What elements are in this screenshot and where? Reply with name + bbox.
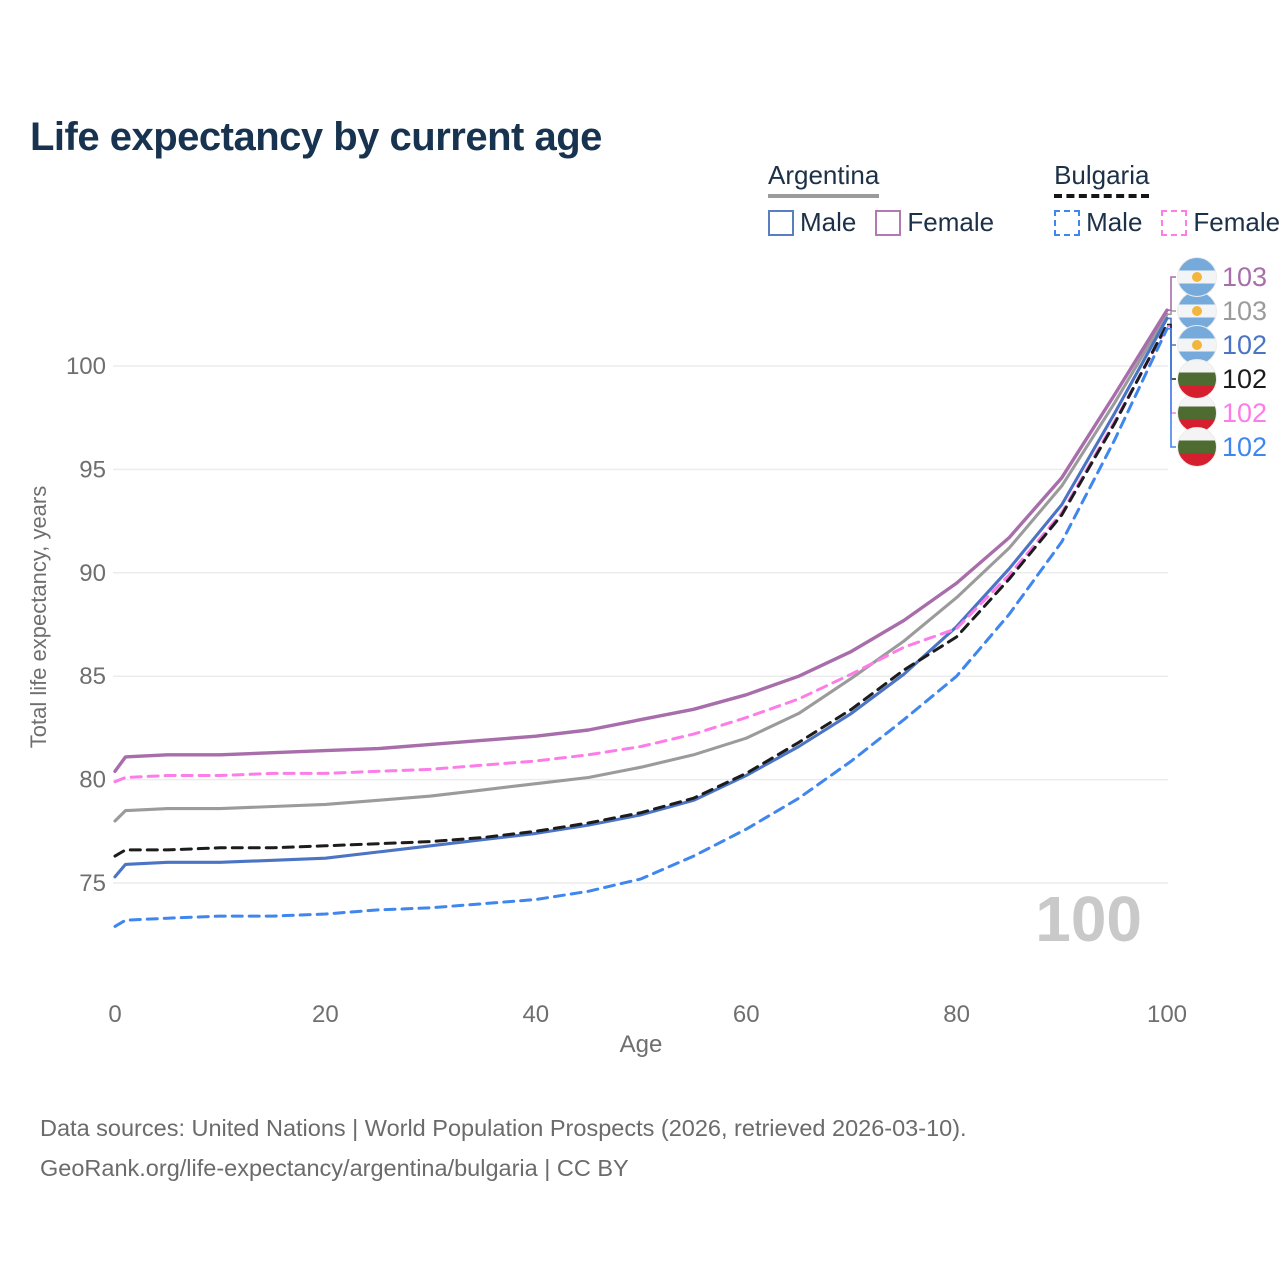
legend-item-argentina-female[interactable]: Female bbox=[875, 207, 994, 238]
x-tick-label: 20 bbox=[312, 1001, 339, 1028]
footer-line-attribution: GeoRank.org/life-expectancy/argentina/bu… bbox=[40, 1155, 629, 1181]
legend-row: Male Female bbox=[1054, 207, 1280, 238]
legend-group-argentina: Argentina Male Female bbox=[768, 160, 994, 238]
y-tick-label: 85 bbox=[79, 663, 106, 690]
end-label-leader bbox=[1167, 276, 1176, 312]
series-line-bulgaria-female[interactable] bbox=[113, 325, 1169, 784]
argentina-flag-icon bbox=[1177, 325, 1217, 365]
footer-line-sources: Data sources: United Nations | World Pop… bbox=[40, 1115, 967, 1141]
end-value-label: 102 bbox=[1222, 398, 1267, 428]
legend-country-bulgaria[interactable]: Bulgaria bbox=[1054, 160, 1150, 198]
x-axis-title: Age bbox=[620, 1031, 663, 1058]
end-label-leader bbox=[1167, 327, 1176, 448]
argentina-female-swatch-icon bbox=[875, 209, 902, 236]
end-label-leader bbox=[1167, 310, 1176, 316]
argentina-flag-icon bbox=[1177, 291, 1217, 331]
series-line-bulgaria-total[interactable] bbox=[113, 323, 1169, 858]
watermark-age-100: 100 bbox=[1035, 883, 1142, 955]
bulgaria-female-swatch-icon bbox=[1161, 209, 1188, 236]
end-value-label: 102 bbox=[1222, 330, 1267, 360]
series-line-argentina-total[interactable] bbox=[113, 312, 1169, 823]
end-value-label: 103 bbox=[1222, 296, 1267, 326]
y-tick-label: 100 bbox=[66, 353, 106, 380]
series-line-argentina-female[interactable] bbox=[113, 308, 1169, 773]
y-tick-label: 95 bbox=[79, 456, 106, 483]
x-tick-label: 80 bbox=[943, 1001, 970, 1028]
y-tick-label: 90 bbox=[79, 560, 106, 587]
end-value-label: 102 bbox=[1222, 364, 1267, 394]
argentina-flag-icon bbox=[1177, 257, 1217, 297]
y-axis-title: Total life expectancy, years bbox=[26, 486, 51, 749]
data-source-footer: Data sources: United Nations | World Pop… bbox=[40, 1108, 967, 1188]
page-title: Life expectancy by current age bbox=[30, 114, 602, 159]
x-tick-label: 0 bbox=[108, 1001, 121, 1028]
legend-group-bulgaria: Bulgaria Male Female bbox=[1054, 160, 1280, 238]
legend-item-label: Male bbox=[1086, 207, 1143, 237]
series-line-argentina-male[interactable] bbox=[113, 316, 1169, 879]
legend-country-argentina[interactable]: Argentina bbox=[768, 160, 880, 198]
bulgaria-flag-icon bbox=[1177, 393, 1217, 433]
chart-legend: Argentina Male Female Bulgaria Male bbox=[768, 160, 1280, 238]
end-value-label: 103 bbox=[1222, 262, 1267, 292]
end-value-label: 102 bbox=[1222, 432, 1267, 462]
x-tick-label: 60 bbox=[733, 1001, 760, 1028]
legend-item-bulgaria-male[interactable]: Male bbox=[1054, 207, 1142, 238]
legend-item-label: Female bbox=[907, 207, 995, 237]
bulgaria-flag-icon bbox=[1177, 427, 1217, 467]
bulgaria-flag-icon bbox=[1177, 359, 1217, 399]
series-line-bulgaria-male[interactable] bbox=[113, 327, 1169, 928]
x-tick-label: 40 bbox=[522, 1001, 549, 1028]
legend-item-argentina-male[interactable]: Male bbox=[768, 207, 856, 238]
argentina-male-swatch-icon bbox=[768, 209, 794, 236]
y-tick-label: 75 bbox=[79, 870, 106, 897]
legend-item-label: Male bbox=[800, 207, 857, 237]
legend-row: Male Female bbox=[768, 207, 994, 238]
y-tick-label: 80 bbox=[79, 767, 106, 794]
x-tick-label: 100 bbox=[1147, 1001, 1187, 1028]
legend-item-label: Female bbox=[1193, 207, 1280, 237]
bulgaria-male-swatch-icon bbox=[1054, 209, 1081, 236]
legend-item-bulgaria-female[interactable]: Female bbox=[1161, 207, 1280, 238]
